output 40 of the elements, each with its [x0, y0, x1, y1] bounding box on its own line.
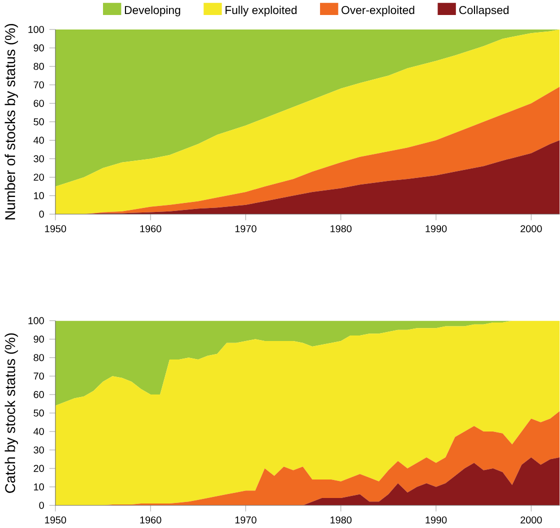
y-tick-label: 20 [34, 174, 44, 181]
y-tick-label: 60 [34, 390, 44, 398]
y-tick-label: 80 [34, 354, 44, 362]
y-axis-title: Number of stocks by status (%) [4, 24, 18, 220]
x-tick-label: 1980 [330, 516, 352, 524]
x-tick-label: 1990 [426, 225, 447, 232]
y-tick-label: 90 [34, 44, 44, 52]
x-tick-label: 1980 [330, 225, 352, 232]
y-tick-label: 90 [34, 336, 44, 343]
y-tick-label: 0 [39, 210, 44, 218]
legend-label: Developing [124, 6, 180, 16]
y-tick-label: 70 [34, 81, 44, 88]
y-axis-title: Catch by stock status (%) [4, 333, 18, 493]
y-tick-label: 50 [34, 118, 44, 126]
x-tick-label: 1960 [140, 516, 162, 524]
y-tick-label: 10 [34, 483, 44, 490]
y-tick-label: 10 [34, 192, 44, 200]
y-tick-label: 30 [34, 446, 44, 454]
legend-label: Collapsed [459, 6, 509, 16]
legend-label: Fully exploited [226, 6, 297, 16]
y-tick-label: 60 [34, 100, 44, 107]
x-tick-label: 1950 [45, 225, 66, 232]
x-tick-label: 2000 [520, 225, 542, 232]
y-tick-label: 70 [34, 372, 44, 380]
y-tick-label: 20 [34, 464, 44, 472]
x-tick-label: 1970 [235, 225, 256, 232]
x-tick-label: 1990 [426, 516, 447, 524]
y-tick-label: 40 [33, 136, 44, 144]
x-tick-label: 1970 [235, 516, 256, 524]
y-tick-label: 100 [28, 26, 44, 33]
y-tick-label: 100 [28, 317, 44, 324]
x-tick-label: 1960 [140, 225, 162, 232]
y-tick-label: 30 [34, 155, 44, 162]
x-tick-label: 2000 [520, 516, 542, 524]
y-tick-label: 80 [34, 62, 44, 70]
y-tick-label: 40 [33, 428, 44, 435]
y-tick-label: 0 [39, 502, 44, 509]
y-tick-label: 50 [34, 409, 44, 416]
x-tick-label: 1950 [45, 516, 66, 524]
legend-label: Over-exploited [342, 6, 414, 16]
